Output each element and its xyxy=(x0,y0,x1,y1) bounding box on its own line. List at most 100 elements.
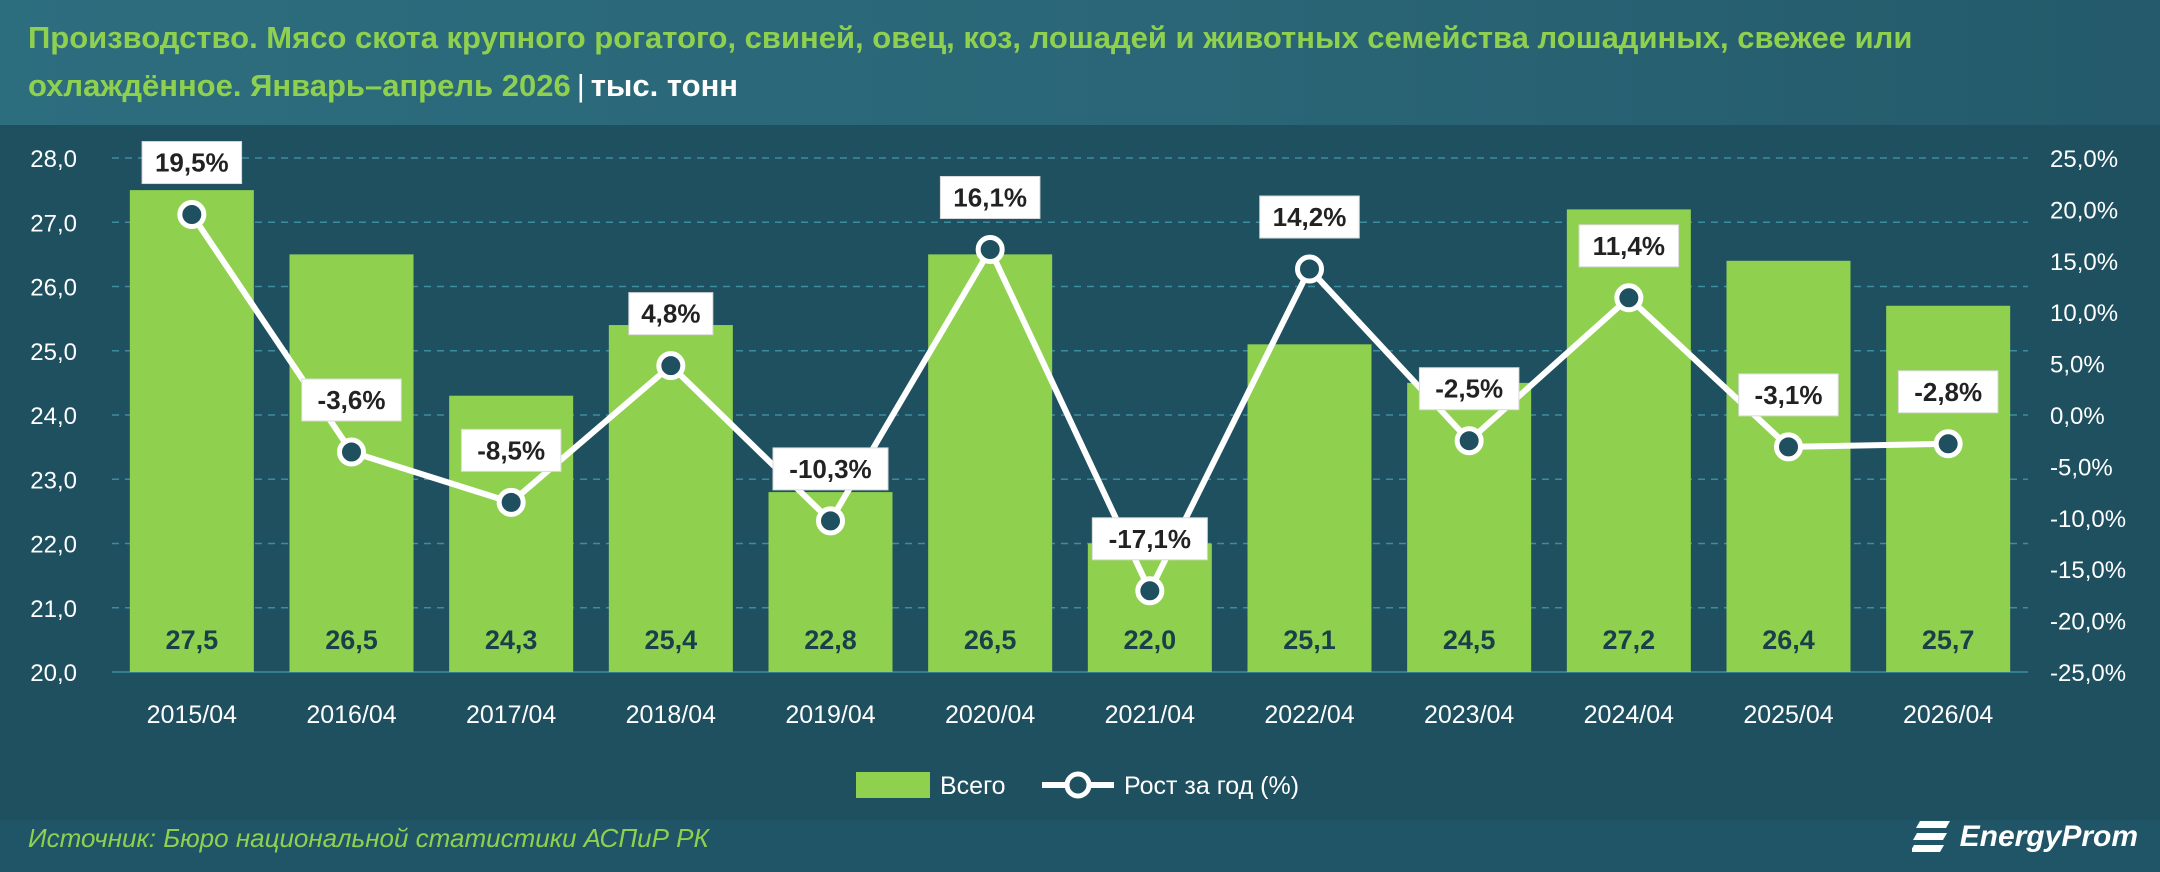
growth-label-box xyxy=(1259,195,1360,239)
y-right-tick-label: -20,0% xyxy=(2050,609,2126,636)
energyprom-logo-icon xyxy=(1911,821,1950,852)
x-tick-label: 2026/04 xyxy=(1903,701,1993,729)
chart-title: Производство. Мясо скота крупного рогато… xyxy=(28,14,2128,110)
y-right-tick-label: -10,0% xyxy=(2050,506,2126,533)
bar xyxy=(1087,543,1212,672)
growth-point xyxy=(1614,283,1644,313)
x-tick-label: 2018/04 xyxy=(626,701,716,729)
x-tick-label: 2015/04 xyxy=(147,701,237,729)
brand-logo: EnergyProm xyxy=(1911,814,2138,860)
y-left-tick-label: 24,0 xyxy=(30,403,77,430)
growth-point xyxy=(816,506,845,536)
growth-value-label: 11,4% xyxy=(1593,231,1665,261)
bar-value-label: 27,2 xyxy=(1603,625,1656,655)
source-note: Источник: Бюро национальной статистики А… xyxy=(28,823,709,853)
y-left-tick-label: 27,0 xyxy=(30,210,77,237)
y-left-tick-label: 21,0 xyxy=(30,596,77,623)
growth-value-label: 4,8% xyxy=(641,299,700,329)
bar-value-label: 27,5 xyxy=(166,625,219,655)
growth-point xyxy=(496,487,526,517)
x-tick-label: 2024/04 xyxy=(1584,701,1674,729)
growth-label-box xyxy=(1091,517,1208,561)
growth-point xyxy=(975,234,1005,264)
bar-value-label: 25,1 xyxy=(1283,625,1336,655)
growth-line xyxy=(189,212,1949,594)
y-left-tick-label: 28,0 xyxy=(30,146,77,173)
y-left-tick-label: 23,0 xyxy=(30,467,77,494)
title-separator: | xyxy=(576,68,585,103)
growth-label-box xyxy=(628,292,714,336)
growth-point xyxy=(1774,432,1803,462)
bar-value-label: 25,7 xyxy=(1922,625,1975,655)
growth-value-label: 16,1% xyxy=(953,182,1027,212)
growth-point xyxy=(1295,254,1324,284)
y-left-tick-label: 22,0 xyxy=(30,532,77,559)
y-right-tick-label: 10,0% xyxy=(2050,300,2118,327)
growth-point xyxy=(1454,426,1484,456)
y-right-tick-label: 5,0% xyxy=(2050,352,2105,379)
y-right-tick-label: -15,0% xyxy=(2050,557,2126,584)
y-right-tick-label: 25,0% xyxy=(2050,146,2118,173)
growth-value-label: 19,5% xyxy=(155,148,229,178)
growth-label-box xyxy=(141,141,243,185)
growth-label-box xyxy=(460,428,562,472)
bar-value-label: 22,8 xyxy=(804,625,857,655)
x-tick-label: 2020/04 xyxy=(945,701,1035,729)
x-tick-label: 2017/04 xyxy=(466,701,556,729)
growth-value-label: -3,6% xyxy=(318,385,386,415)
y-left-tick-label: 26,0 xyxy=(30,275,77,302)
bar xyxy=(129,190,254,672)
logo-text: EnergyProm xyxy=(1959,820,2138,853)
bar-value-label: 25,4 xyxy=(645,625,698,655)
y-right-tick-label: -25,0% xyxy=(2050,660,2126,687)
bar-value-label: 24,5 xyxy=(1443,625,1496,655)
growth-value-label: -3,1% xyxy=(1755,380,1823,410)
bar xyxy=(608,325,733,672)
chart-unit: тыс. тонн xyxy=(590,68,739,103)
y-right-tick-label: 15,0% xyxy=(2050,249,2118,276)
y-right-tick-label: 20,0% xyxy=(2050,197,2118,224)
growth-label-box xyxy=(1897,370,1999,414)
growth-label-box xyxy=(939,175,1041,219)
x-tick-label: 2023/04 xyxy=(1424,701,1514,729)
legend-marker-line xyxy=(1064,771,1092,799)
growth-value-label: -10,3% xyxy=(789,454,871,484)
growth-value-label: -17,1% xyxy=(1109,524,1191,554)
growth-point xyxy=(1135,576,1165,606)
bar xyxy=(928,254,1053,672)
growth-value-label: 14,2% xyxy=(1273,202,1347,232)
x-tick-label: 2021/04 xyxy=(1105,701,1195,729)
chart-plot-area: 20,0 21,0 22,0 23,0 24,0 25,0 26,0 27,0 28,0 -25,… xyxy=(0,125,2160,825)
x-tick-label: 2019/04 xyxy=(785,701,875,729)
growth-point xyxy=(1933,429,1963,459)
growth-value-label: -8,5% xyxy=(477,435,545,465)
growth-label-box xyxy=(1418,367,1520,411)
bar xyxy=(1886,305,2011,672)
bar-value-label: 22,0 xyxy=(1124,625,1177,655)
growth-label-box xyxy=(1578,224,1680,268)
growth-label-box xyxy=(1738,373,1839,417)
y-left-tick-label: 20,0 xyxy=(30,660,77,687)
chart-title-main: Производство. Мясо скота крупного рогато… xyxy=(28,20,1913,103)
y-right-tick-label: -5,0% xyxy=(2050,454,2113,481)
growth-value-label: -2,8% xyxy=(1914,377,1982,407)
bar-value-label: 26,4 xyxy=(1762,625,1815,655)
chart-footer xyxy=(0,820,2160,872)
legend-swatch-bar xyxy=(856,772,930,798)
bar xyxy=(1726,260,1851,672)
x-tick-label: 2022/04 xyxy=(1264,701,1354,729)
legend-label-bar: Всего xyxy=(940,772,1006,800)
x-tick-label: 2016/04 xyxy=(306,701,396,729)
bar-value-label: 24,3 xyxy=(485,625,538,655)
bar xyxy=(1566,209,1691,672)
y-right-tick-label: 0,0% xyxy=(2050,403,2105,430)
legend-label-line: Рост за год (%) xyxy=(1124,772,1299,800)
growth-label-box xyxy=(301,378,402,422)
bar xyxy=(1247,344,1372,672)
x-tick-label: 2025/04 xyxy=(1743,701,1833,729)
bar-value-label: 26,5 xyxy=(964,625,1017,655)
bar-value-label: 26,5 xyxy=(325,625,378,655)
chart-header: Производство. Мясо скота крупного рогато… xyxy=(0,0,2160,125)
growth-point xyxy=(337,437,366,467)
y-left-tick-label: 25,0 xyxy=(30,339,77,366)
